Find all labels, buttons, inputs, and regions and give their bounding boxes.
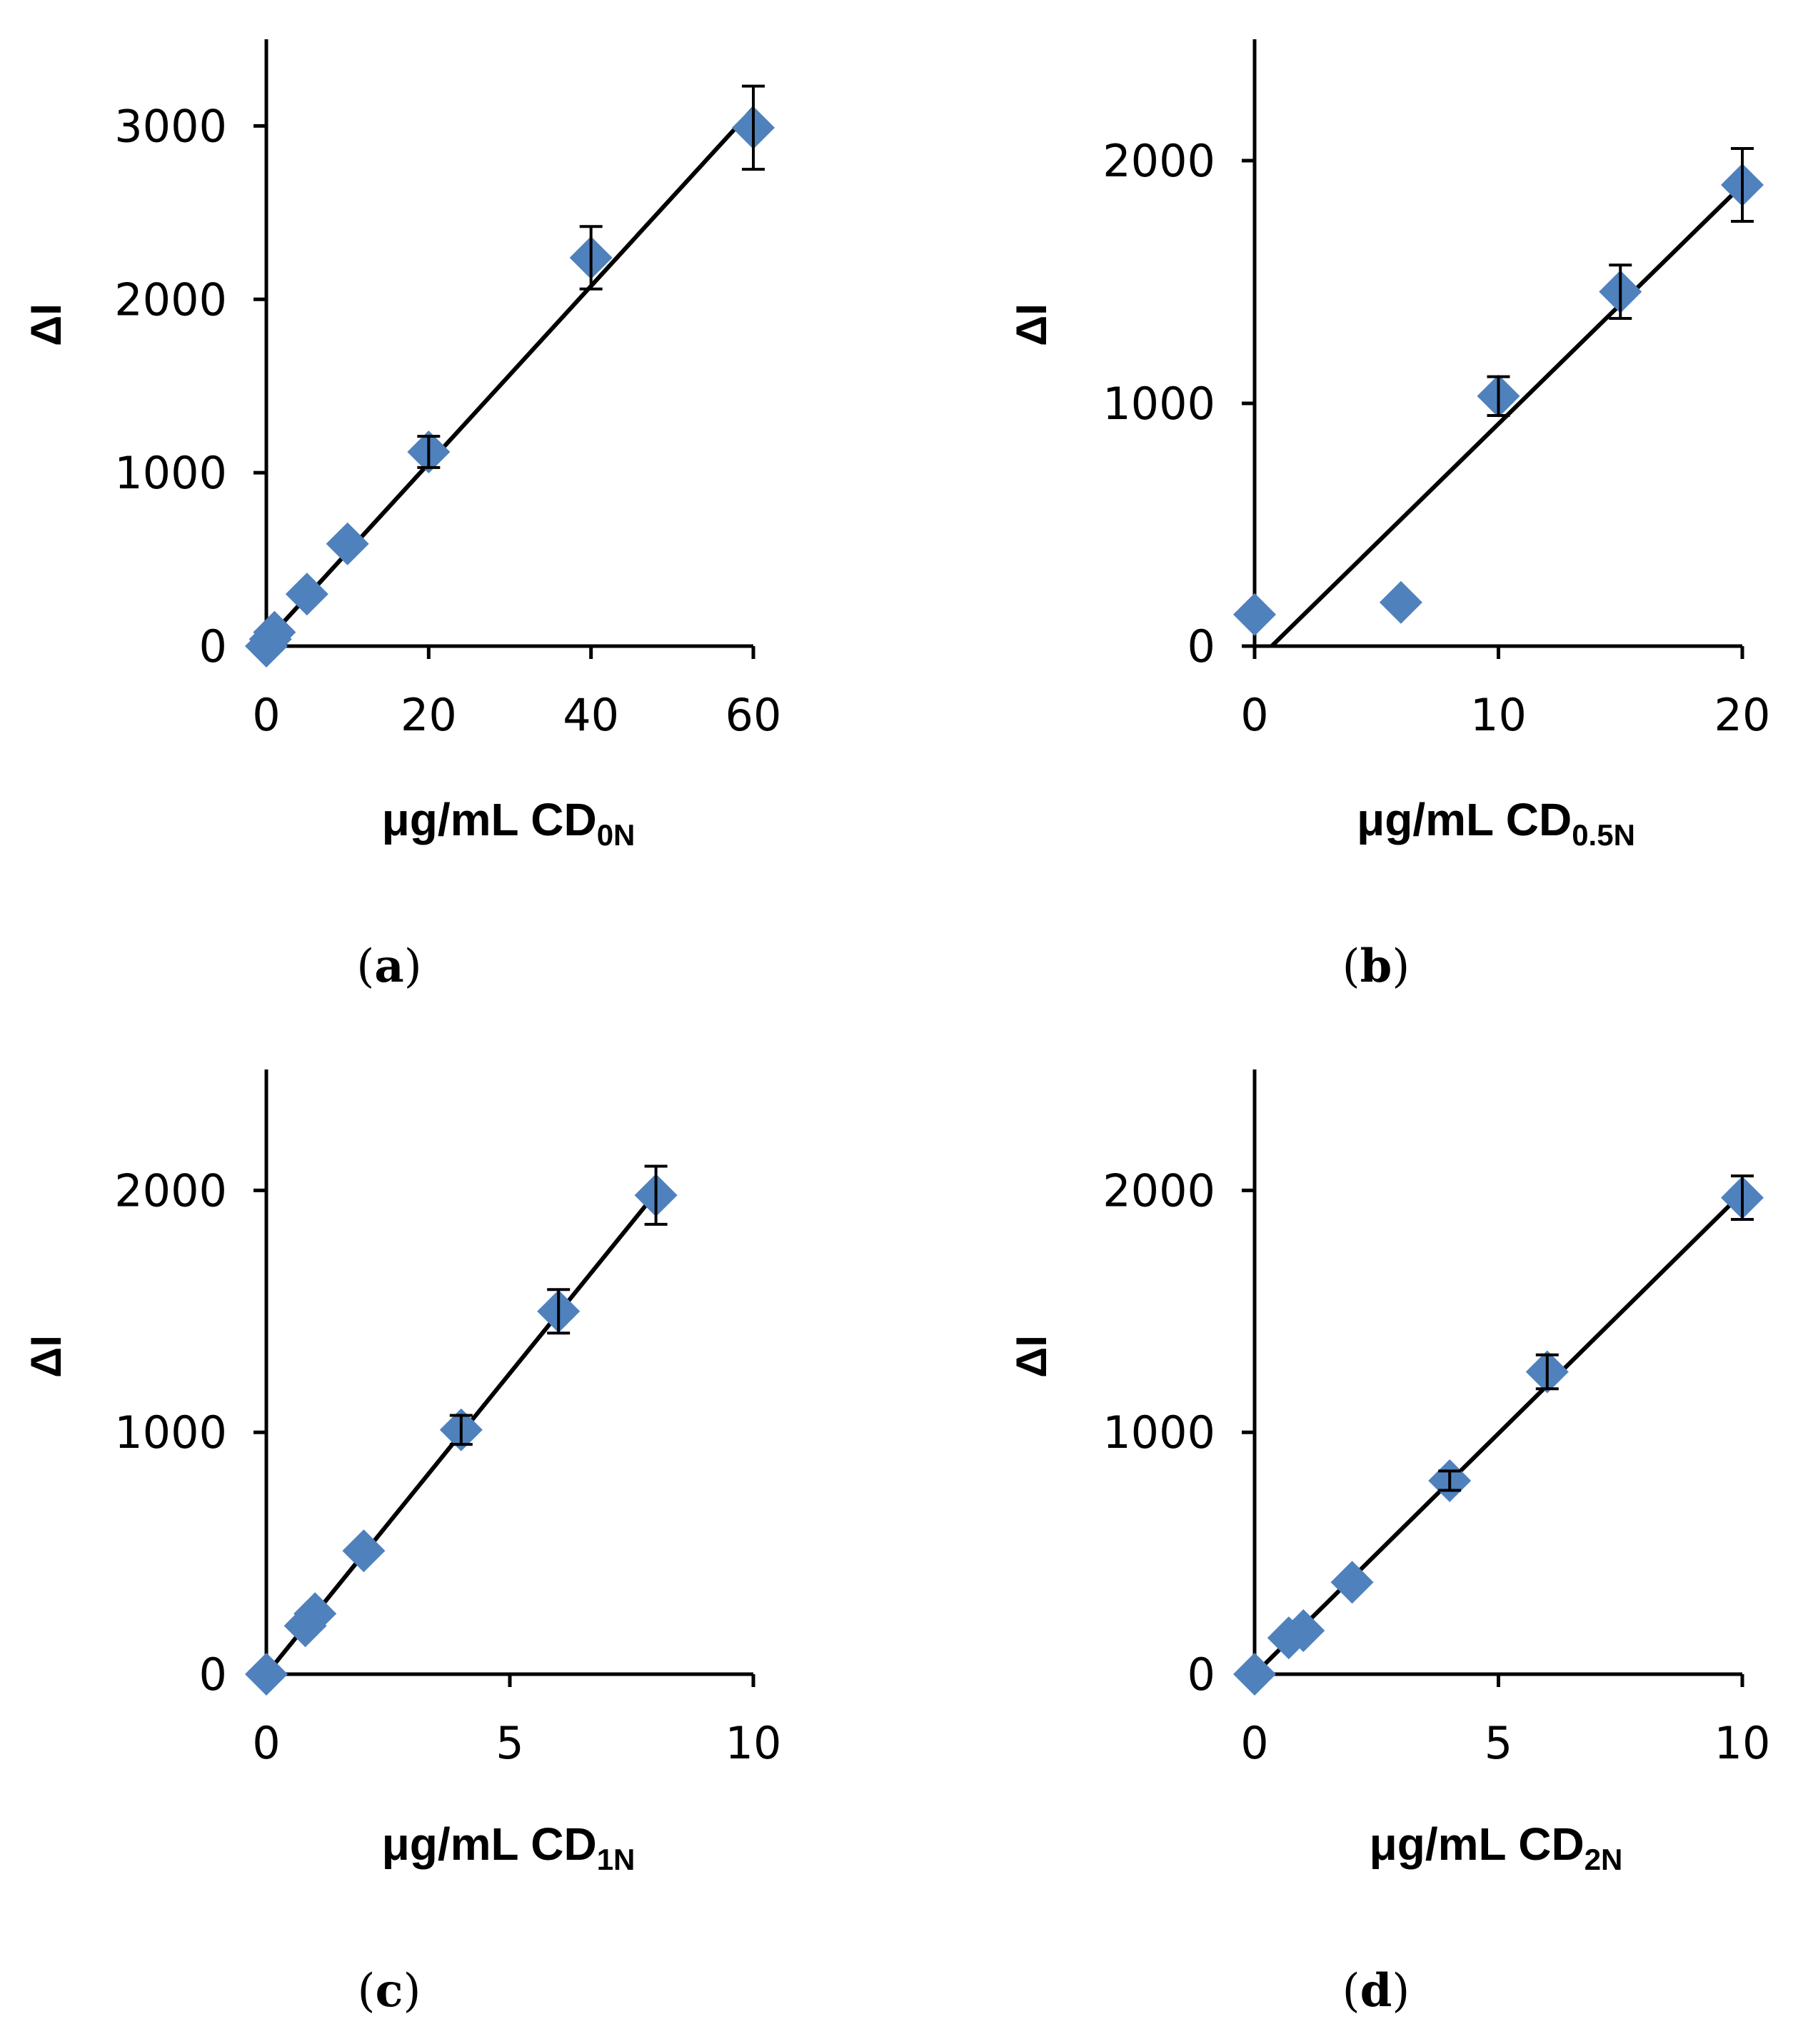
x-tick-label-a-1: 20 — [401, 689, 457, 741]
x-axis-title-main-d: μg/mL CD — [1370, 1818, 1584, 1870]
data-point-b-0 — [1233, 593, 1276, 636]
error-bar-a-6 — [579, 225, 603, 291]
trend-line-d — [1252, 1191, 1744, 1676]
panel-c: 0 1000 2000 0 5 10 ΔI μg/mL CD1N (c) — [22, 1069, 781, 2018]
x-tick-label-c-1: 5 — [496, 1717, 523, 1769]
x-axis-title-sub-b: 0.5N — [1572, 818, 1635, 852]
y-axis-title-a: ΔI — [22, 303, 70, 346]
x-axis-title-sub-d: 2N — [1584, 1843, 1623, 1876]
data-point-d-0 — [1233, 1653, 1276, 1696]
data-point-a-3 — [285, 573, 328, 616]
y-tick-label-a-0: 0 — [199, 620, 227, 673]
x-axis-title-d: μg/mL CD2N — [1370, 1818, 1623, 1876]
y-tick-label-d-0: 0 — [1187, 1648, 1215, 1701]
x-tick-label-a-3: 60 — [725, 689, 782, 741]
x-axis-title-main-b: μg/mL CD — [1357, 794, 1572, 845]
data-point-a-4 — [326, 522, 369, 565]
error-bar-b-4 — [1731, 147, 1754, 223]
panel-label-b: (b) — [1342, 940, 1410, 993]
y-tick-label-c-1: 1000 — [114, 1406, 227, 1459]
x-tick-label-b-2: 20 — [1714, 689, 1771, 741]
error-bar-a-5 — [417, 435, 441, 469]
data-point-d-2 — [1282, 1609, 1325, 1653]
error-bar-c-4 — [449, 1414, 473, 1446]
panel-a: 0 1000 2000 3000 0 20 40 60 ΔI μg/mL CD0N (a) — [22, 39, 781, 993]
x-tick-label-d-1: 5 — [1485, 1717, 1512, 1769]
y-tick-label-a-2: 2000 — [114, 273, 227, 326]
y-axis-title-d: ΔI — [1008, 1335, 1055, 1378]
y-tick-label-d-2: 2000 — [1103, 1164, 1215, 1217]
error-bar-c-5 — [547, 1288, 571, 1335]
y-axis-title-b: ΔI — [1008, 303, 1055, 346]
error-bar-d-6 — [1731, 1174, 1754, 1222]
x-tick-label-a-2: 40 — [563, 689, 619, 741]
x-axis-title-sub-a: 0N — [597, 818, 636, 852]
panel-d: 0 1000 2000 0 5 10 ΔI μg/mL CD2N (d) — [1008, 1069, 1770, 2018]
panel-letter-c: c — [376, 1964, 403, 2018]
error-bar-b-2 — [1487, 375, 1510, 417]
plot-b: 0 1000 2000 0 10 20 — [1103, 39, 1770, 741]
y-tick-label-d-1: 1000 — [1103, 1406, 1215, 1459]
x-tick-label-c-2: 10 — [725, 1717, 782, 1769]
x-tick-label-d-2: 10 — [1714, 1717, 1771, 1769]
error-bar-c-6 — [644, 1164, 668, 1226]
x-axis-title-b: μg/mL CD0.5N — [1357, 794, 1635, 852]
data-point-c-2 — [293, 1592, 337, 1636]
x-tick-label-b-0: 0 — [1240, 689, 1268, 741]
y-axis-title-c: ΔI — [22, 1335, 70, 1378]
panel-letter-b: b — [1360, 940, 1392, 993]
data-point-d-3 — [1330, 1561, 1374, 1604]
plot-a: 0 1000 2000 3000 0 20 40 60 — [114, 39, 781, 741]
panel-letter-d: d — [1360, 1964, 1392, 2018]
y-tick-label-b-1: 1000 — [1103, 378, 1215, 430]
error-bar-b-3 — [1609, 263, 1632, 320]
x-tick-label-d-0: 0 — [1240, 1717, 1268, 1769]
data-point-c-3 — [342, 1529, 386, 1573]
panel-letter-a: a — [374, 940, 403, 993]
plot-c: 0 1000 2000 0 5 10 — [114, 1069, 781, 1769]
panel-b: 0 1000 2000 0 10 20 ΔI μg/mL CD0.5N (b) — [1008, 39, 1770, 993]
error-bar-d-5 — [1535, 1353, 1559, 1391]
y-tick-label-c-0: 0 — [199, 1648, 227, 1701]
plot-d: 0 1000 2000 0 5 10 — [1103, 1069, 1770, 1769]
x-tick-label-c-0: 0 — [252, 1717, 280, 1769]
panel-label-c: (c) — [358, 1964, 421, 2018]
y-tick-label-b-2: 2000 — [1103, 135, 1215, 187]
y-tick-label-b-0: 0 — [1187, 620, 1215, 673]
data-point-a-2 — [253, 610, 296, 654]
x-axis-title-a: μg/mL CD0N — [382, 794, 636, 852]
panel-label-a: (a) — [356, 940, 421, 993]
data-point-c-0 — [245, 1653, 288, 1696]
panel-label-d: (d) — [1342, 1964, 1410, 2018]
y-tick-label-a-3: 3000 — [114, 100, 227, 152]
x-axis-title-sub-c: 1N — [597, 1843, 636, 1876]
x-tick-label-b-1: 10 — [1470, 689, 1527, 741]
y-tick-label-a-1: 1000 — [114, 447, 227, 499]
x-axis-title-c: μg/mL CD1N — [382, 1818, 636, 1876]
data-point-b-1 — [1379, 580, 1422, 624]
error-bar-a-7 — [742, 84, 765, 171]
error-bar-d-4 — [1438, 1469, 1462, 1492]
y-tick-label-c-2: 2000 — [114, 1164, 227, 1217]
x-axis-title-main-a: μg/mL CD — [382, 794, 597, 845]
x-axis-title-main-c: μg/mL CD — [382, 1818, 597, 1870]
x-tick-label-a-0: 0 — [252, 689, 280, 741]
